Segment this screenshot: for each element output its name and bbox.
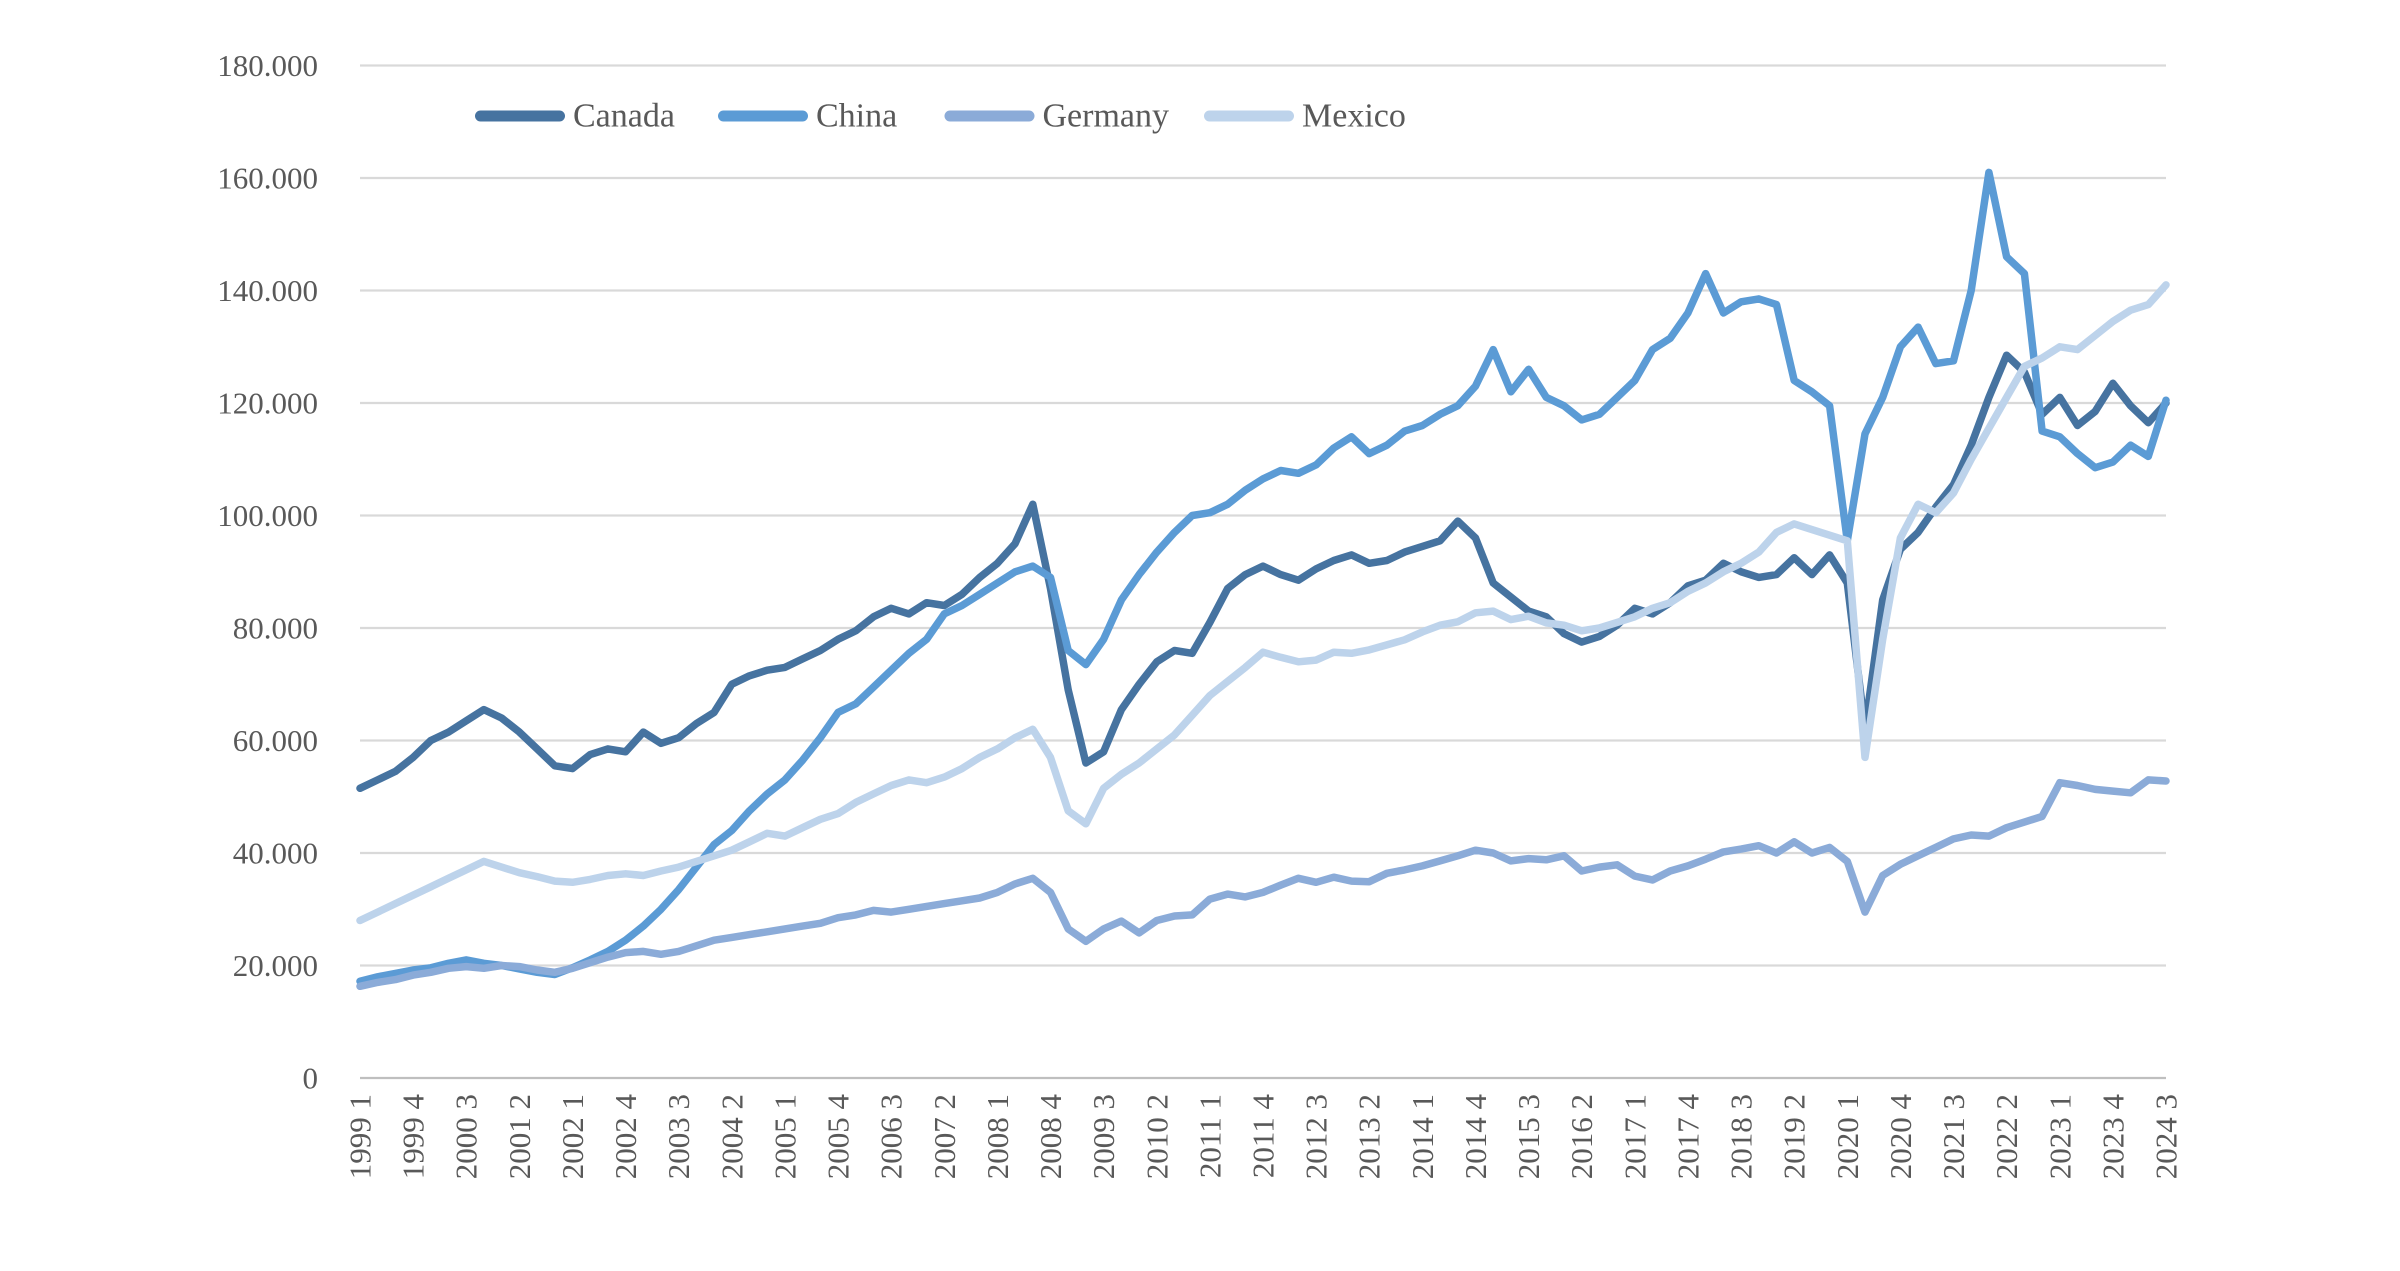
legend-label-canada: Canada	[573, 98, 675, 135]
y-axis-tick-label: 160.000	[217, 161, 318, 196]
x-axis-tick-label: 2011 4	[1246, 1094, 1281, 1179]
x-axis-tick-label: 2010 2	[1139, 1094, 1174, 1179]
legend-label-germany: Germany	[1043, 98, 1170, 135]
x-axis-tick-label: 2011 1	[1192, 1094, 1227, 1178]
x-axis-tick-label: 2004 2	[714, 1094, 749, 1179]
legend-item-canada: Canada	[475, 98, 675, 135]
y-axis-tick-label: 140.000	[217, 273, 318, 308]
x-axis-tick-label: 2012 3	[1299, 1094, 1334, 1179]
y-axis-tick-label: 120.000	[217, 386, 318, 421]
x-axis-tick-label: 2014 4	[1458, 1094, 1493, 1180]
x-axis-tick-label: 2002 1	[555, 1094, 590, 1179]
x-axis-tick-label: 1999 1	[343, 1094, 378, 1179]
x-axis-tick-label: 2020 4	[1883, 1094, 1918, 1180]
x-axis-tick-label: 2013 2	[1352, 1094, 1387, 1179]
legend-label-china: China	[816, 98, 897, 135]
x-axis-tick-label: 2017 1	[1617, 1094, 1652, 1179]
x-axis-tick-label: 2003 3	[661, 1094, 696, 1179]
x-axis-tick-label: 2014 1	[1405, 1094, 1440, 1179]
x-axis-tick-label: 2019 2	[1777, 1094, 1812, 1179]
x-axis-tick-label: 2017 4	[1670, 1094, 1705, 1180]
legend-swatch-mexico	[1204, 110, 1294, 122]
y-axis-tick-label: 20.000	[233, 948, 318, 983]
legend-item-germany: Germany	[944, 98, 1170, 135]
x-axis-tick-label: 2023 1	[2042, 1094, 2077, 1179]
y-axis-tick-label: 100.000	[217, 498, 318, 533]
x-axis-tick-label: 2001 2	[502, 1094, 537, 1179]
x-axis-tick-label: 2022 2	[1989, 1094, 2024, 1179]
x-axis-tick-label: 2008 1	[980, 1094, 1015, 1179]
x-axis-tick-label: 2024 3	[2149, 1094, 2184, 1179]
legend-label-mexico: Mexico	[1302, 98, 1406, 135]
x-axis-tick-label: 2018 3	[1724, 1094, 1759, 1179]
x-axis-tick-label: 2002 4	[608, 1094, 643, 1180]
x-axis-tick-label: 2008 4	[1033, 1094, 1068, 1180]
series-line-germany	[356, 776, 2170, 991]
legend-swatch-china	[718, 110, 808, 122]
legend-swatch-germany	[944, 110, 1035, 122]
x-axis-tick-label: 2007 2	[927, 1094, 962, 1179]
legend-item-mexico: Mexico	[1204, 98, 1406, 135]
x-axis-tick-label: 2009 3	[1086, 1094, 1121, 1179]
x-axis-tick-label: 2006 3	[874, 1094, 909, 1179]
y-axis-tick-label: 60.000	[233, 723, 318, 758]
y-axis-tick-label: 0	[303, 1061, 319, 1096]
x-axis-tick-label: 1999 4	[396, 1094, 431, 1180]
x-axis-tick-label: 2023 4	[2095, 1094, 2130, 1180]
legend-item-china: China	[718, 98, 897, 135]
y-axis-tick-label: 80.000	[233, 611, 318, 646]
series-line-mexico	[356, 281, 2170, 925]
x-axis-tick-label: 2016 2	[1564, 1094, 1599, 1179]
x-axis-tick-label: 2021 3	[1936, 1094, 1971, 1179]
x-axis-tick-label: 2000 3	[449, 1094, 484, 1179]
x-axis-tick-label: 2015 3	[1511, 1094, 1546, 1179]
x-axis-tick-label: 2005 4	[821, 1094, 856, 1180]
series-line-china	[356, 168, 2170, 986]
x-axis-tick-label: 2020 1	[1830, 1094, 1865, 1179]
x-axis-tick-label: 2005 1	[767, 1094, 802, 1179]
y-axis-tick-label: 40.000	[233, 836, 318, 871]
y-axis-tick-label: 180.000	[217, 48, 318, 83]
legend-swatch-canada	[475, 110, 565, 122]
